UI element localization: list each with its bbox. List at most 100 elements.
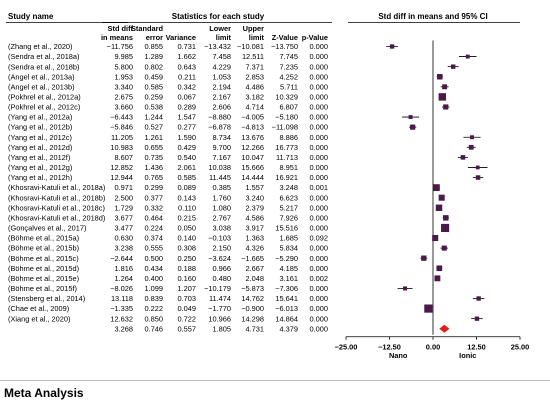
column-header-line2: limit xyxy=(216,33,232,42)
stat-cell-p: 0.000 xyxy=(310,213,329,222)
stat-cell-p: 0.000 xyxy=(310,244,329,253)
summary-stat-upper: 4.731 xyxy=(246,324,265,333)
stat-cell-p: 0.000 xyxy=(310,163,329,172)
stat-cell-se: 0.459 xyxy=(145,72,164,81)
stat-cell-var: 0.722 xyxy=(178,314,197,323)
study-marker xyxy=(443,215,449,221)
study-label: (Khosravi-Katuli et al., 2018a) xyxy=(8,183,105,192)
stat-cell-smd: 12.632 xyxy=(110,314,133,323)
study-marker xyxy=(470,135,474,140)
stat-cell-smd: 2.500 xyxy=(115,193,134,202)
study-label: (Sendra et al., 2018a) xyxy=(8,52,80,61)
study-label: (Böhme et al., 2015d) xyxy=(8,264,79,273)
column-header-line2: limit xyxy=(249,33,265,42)
study-label: (Böhme et al., 2015c) xyxy=(8,254,79,263)
study-label: (Yang et al., 2012g) xyxy=(8,163,72,172)
stat-cell-p: 0.092 xyxy=(310,234,329,243)
stat-cell-lower: 1.760 xyxy=(213,193,232,202)
study-label: (Pokhrel et al., 2012a) xyxy=(8,93,81,102)
stat-cell-upper: 4.326 xyxy=(246,244,265,253)
summary-stat-p: 0.000 xyxy=(310,324,329,333)
summary-diamond xyxy=(439,324,450,333)
study-marker xyxy=(410,124,416,130)
stat-cell-lower: 2.150 xyxy=(213,244,232,253)
study-marker xyxy=(389,44,395,49)
stat-cell-p: 0.000 xyxy=(310,42,329,51)
stat-cell-se: 1.261 xyxy=(145,133,164,142)
column-header-line2: in means xyxy=(101,33,133,42)
study-label: (Pokhrel et al., 2012c) xyxy=(8,103,80,112)
stat-cell-z: 10.329 xyxy=(275,93,298,102)
stat-cell-lower: 2.606 xyxy=(213,103,232,112)
study-label: (Yang et al., 2012c) xyxy=(8,133,72,142)
stat-cell-se: 0.464 xyxy=(145,213,164,222)
column-header-line2: error xyxy=(146,33,163,42)
stat-cell-var: 0.140 xyxy=(178,234,197,243)
x-tick-label: 12.50 xyxy=(467,343,486,352)
stat-cell-lower: 7.458 xyxy=(213,52,232,61)
stat-cell-z: 14.864 xyxy=(275,314,298,323)
study-marker xyxy=(421,255,427,261)
stat-cell-lower: 0.385 xyxy=(213,183,232,192)
stat-cell-z: −6.013 xyxy=(275,304,298,313)
study-marker xyxy=(408,115,413,120)
stat-cell-smd: 1.729 xyxy=(115,203,134,212)
stat-cell-var: 0.731 xyxy=(178,42,197,51)
stat-cell-z: 15.641 xyxy=(275,294,298,303)
study-marker xyxy=(460,155,466,160)
ci-header: Std diff in means and 95% CI xyxy=(378,12,487,21)
study-marker xyxy=(424,304,433,313)
stat-cell-p: 0.000 xyxy=(310,52,329,61)
summary-stat-var: 0.557 xyxy=(178,324,197,333)
stat-cell-se: 1.244 xyxy=(145,113,164,122)
x-tick-label: −25.00 xyxy=(335,343,358,352)
study-label: (Böhme et al., 2015f) xyxy=(8,284,77,293)
stat-cell-z: 8.886 xyxy=(280,133,299,142)
study-marker xyxy=(465,54,470,59)
stat-cell-var: 0.215 xyxy=(178,213,197,222)
study-label: (Khosravi-Katuli et al., 2018d) xyxy=(8,213,105,222)
stat-cell-var: 0.250 xyxy=(178,254,197,263)
stat-cell-p: 0.000 xyxy=(310,133,329,142)
stat-cell-upper: 14.444 xyxy=(241,173,264,182)
stat-cell-var: 0.089 xyxy=(178,183,197,192)
stat-cell-lower: −10.179 xyxy=(204,284,231,293)
stat-cell-z: 4.185 xyxy=(280,264,299,273)
stat-cell-p: 0.000 xyxy=(310,153,329,162)
stat-cell-upper: 1.557 xyxy=(246,183,265,192)
column-header-line2: Z-Value xyxy=(272,33,298,42)
stat-cell-se: 1.436 xyxy=(145,163,164,172)
stat-cell-lower: 9.700 xyxy=(213,143,232,152)
stat-cell-p: 0.000 xyxy=(310,123,329,132)
stat-cell-upper: 14.762 xyxy=(241,294,264,303)
stat-cell-z: 4.252 xyxy=(280,72,299,81)
stat-cell-smd: 3.238 xyxy=(115,244,134,253)
stat-cell-upper: 4.586 xyxy=(246,213,265,222)
stat-cell-upper: 2.048 xyxy=(246,274,265,283)
stat-cell-smd: 3.477 xyxy=(115,224,134,233)
stat-cell-var: 0.277 xyxy=(178,123,197,132)
stat-cell-p: 0.000 xyxy=(310,224,329,233)
stat-cell-upper: 2.379 xyxy=(246,203,265,212)
stat-cell-smd: −11.756 xyxy=(107,42,133,51)
stat-cell-p: 0.000 xyxy=(310,72,329,81)
stat-cell-p: 0.000 xyxy=(310,264,329,273)
stat-cell-smd: 8.607 xyxy=(115,153,134,162)
stat-cell-p: 0.000 xyxy=(310,62,329,71)
stat-cell-var: 0.160 xyxy=(178,274,197,283)
stat-cell-se: 1.289 xyxy=(145,52,164,61)
stat-cell-p: 0.000 xyxy=(310,254,329,263)
stat-cell-z: 6.807 xyxy=(280,103,299,112)
stat-cell-se: 0.855 xyxy=(145,42,164,51)
study-marker xyxy=(438,93,447,101)
stat-cell-lower: −13.432 xyxy=(204,42,231,51)
favours-left-label: Nano xyxy=(389,351,408,360)
stat-cell-z: −5.180 xyxy=(275,113,298,122)
study-marker xyxy=(441,223,450,232)
stat-cell-smd: 12.852 xyxy=(110,163,133,172)
stat-cell-lower: −8.880 xyxy=(208,113,231,122)
study-marker xyxy=(443,104,449,110)
study-marker xyxy=(438,194,445,201)
stat-cell-smd: 5.800 xyxy=(115,62,134,71)
stat-cell-p: 0.000 xyxy=(310,173,329,182)
